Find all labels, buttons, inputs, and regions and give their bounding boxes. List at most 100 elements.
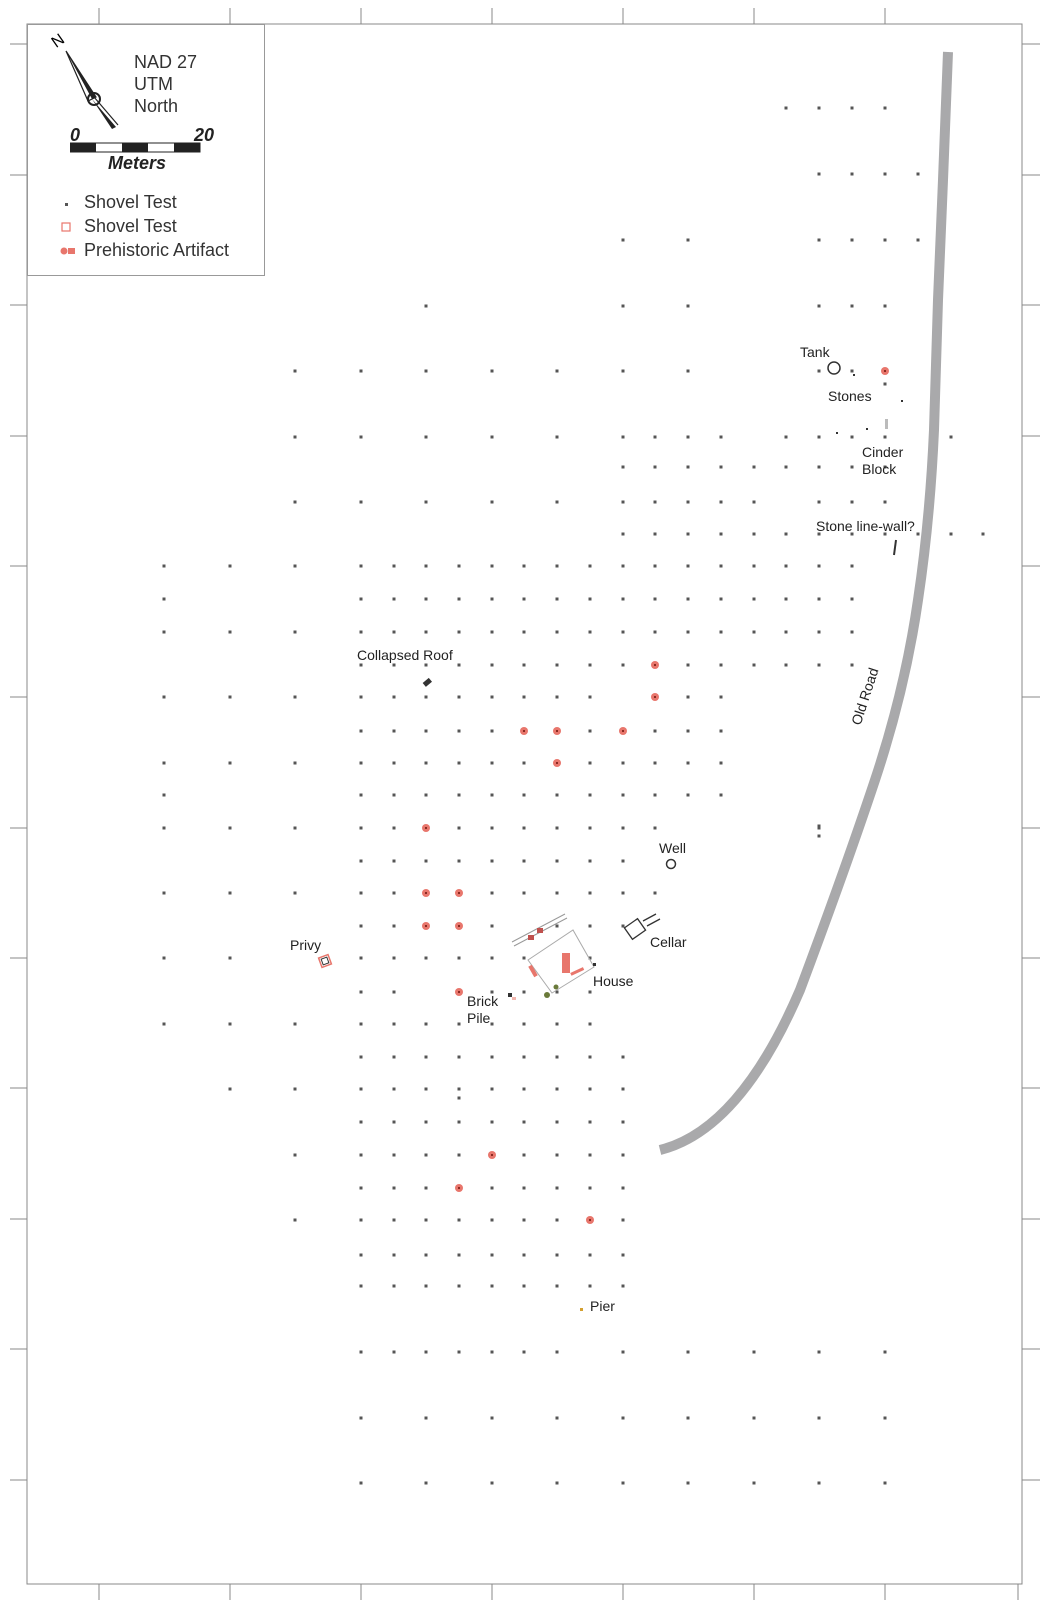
shovel-test-point: [588, 990, 592, 994]
shovel-test-point: [359, 630, 363, 634]
shovel-test-point: [490, 826, 494, 830]
tank-symbol: [827, 361, 841, 375]
shovel-test-point: [293, 695, 297, 699]
artifact-center: [654, 696, 656, 698]
shovel-test-point: [850, 597, 854, 601]
shovel-test-point: [588, 1253, 592, 1257]
shovel-test-point: [621, 891, 625, 895]
shovel-test-point: [424, 564, 428, 568]
shovel-test-point: [555, 990, 559, 994]
shovel-test-point: [293, 1022, 297, 1026]
shovel-test-point: [555, 891, 559, 895]
shovel-test-point: [522, 1253, 526, 1257]
shovel-test-point: [228, 564, 232, 568]
shovel-test-point: [883, 304, 887, 308]
legend-item-shovel-test-dot: Shovel Test: [84, 192, 177, 212]
shovel-test-point: [457, 663, 461, 667]
shovel-test-point: [490, 1350, 494, 1354]
shovel-test-point: [359, 1022, 363, 1026]
shovel-test-point: [588, 761, 592, 765]
shovel-test-point: [359, 435, 363, 439]
shovel-test-point: [621, 435, 625, 439]
shovel-test-point: [457, 630, 461, 634]
shovel-test-point: [621, 1253, 625, 1257]
shovel-test-point: [653, 564, 657, 568]
north-arrow-letter: N: [49, 31, 68, 52]
shovel-test-point: [359, 1350, 363, 1354]
shovel-test-point: [883, 1481, 887, 1485]
shovel-test-point: [621, 1284, 625, 1288]
shovel-test-point: [392, 1253, 396, 1257]
shovel-test-point: [621, 465, 625, 469]
shovel-test-point: [359, 793, 363, 797]
shovel-test-point: [784, 435, 788, 439]
shovel-test-point: [392, 564, 396, 568]
shovel-test-point: [359, 597, 363, 601]
legend-symbol-shovel-test-dot: [65, 203, 68, 206]
shovel-test-point: [719, 597, 723, 601]
shovel-test-point: [621, 500, 625, 504]
shovel-test-point: [621, 564, 625, 568]
shovel-test-point: [359, 729, 363, 733]
shovel-test-point: [490, 793, 494, 797]
shovel-test-point: [490, 1218, 494, 1222]
shovel-test-point: [686, 500, 690, 504]
shovel-test-point: [424, 304, 428, 308]
shovel-test-point: [392, 1087, 396, 1091]
shovel-test-point: [392, 630, 396, 634]
shovel-test-point: [424, 369, 428, 373]
shovel-test-point: [555, 1153, 559, 1157]
shovel-test-point: [359, 1218, 363, 1222]
shovel-test-point: [883, 1350, 887, 1354]
shovel-test-point: [490, 891, 494, 895]
shovel-test-point: [392, 1186, 396, 1190]
pier-symbol: [580, 1308, 583, 1311]
shovel-test-point: [490, 859, 494, 863]
shovel-test-point: [686, 1350, 690, 1354]
shovel-test-point: [752, 532, 756, 536]
scale-unit-label: Meters: [108, 153, 167, 173]
shovel-test-point: [555, 1120, 559, 1124]
shovel-test-point: [588, 1153, 592, 1157]
scale-zero-label: 0: [70, 125, 81, 145]
cellar-symbol: [623, 913, 661, 941]
shovel-test-point: [457, 1055, 461, 1059]
shovel-test-point: [949, 532, 953, 536]
shovel-test-point: [850, 238, 854, 242]
shovel-test-point: [850, 500, 854, 504]
well-label: Well: [659, 840, 686, 856]
shovel-test-point: [588, 1120, 592, 1124]
cinder-block-symbol: [885, 419, 888, 429]
shovel-test-point: [916, 532, 920, 536]
shovel-test-point: [392, 597, 396, 601]
shovel-test-point: [555, 435, 559, 439]
shovel-test-point: [490, 663, 494, 667]
shovel-test-point: [162, 956, 166, 960]
shovel-test-point: [228, 1087, 232, 1091]
shovel-test-point: [621, 761, 625, 765]
shovel-test-point: [359, 1087, 363, 1091]
shovel-test-point: [522, 1153, 526, 1157]
shovel-test-point: [621, 859, 625, 863]
collapsed-roof-label: Collapsed Roof: [357, 647, 453, 663]
shovel-test-point: [621, 532, 625, 536]
legend-symbol-shovel-test-square: [61, 222, 71, 232]
shovel-test-point: [457, 564, 461, 568]
shovel-test-point: [588, 1055, 592, 1059]
stone-line-label: Stone line-wall?: [816, 518, 915, 534]
shovel-test-point: [490, 1120, 494, 1124]
shovel-test-point: [228, 695, 232, 699]
artifact-center: [654, 664, 656, 666]
shovel-test-point: [522, 1120, 526, 1124]
shovel-test-point: [392, 1153, 396, 1157]
shovel-test-point: [883, 532, 887, 536]
collapsed-roof-symbol: [422, 677, 432, 687]
brick-pile-symbol: [508, 993, 516, 1000]
shovel-test-point: [555, 826, 559, 830]
artifact-center: [458, 892, 460, 894]
shovel-test-point: [555, 1022, 559, 1026]
shovel-test-point: [653, 630, 657, 634]
shovel-test-point: [621, 304, 625, 308]
shovel-test-point: [588, 956, 592, 960]
shovel-test-point: [359, 663, 363, 667]
